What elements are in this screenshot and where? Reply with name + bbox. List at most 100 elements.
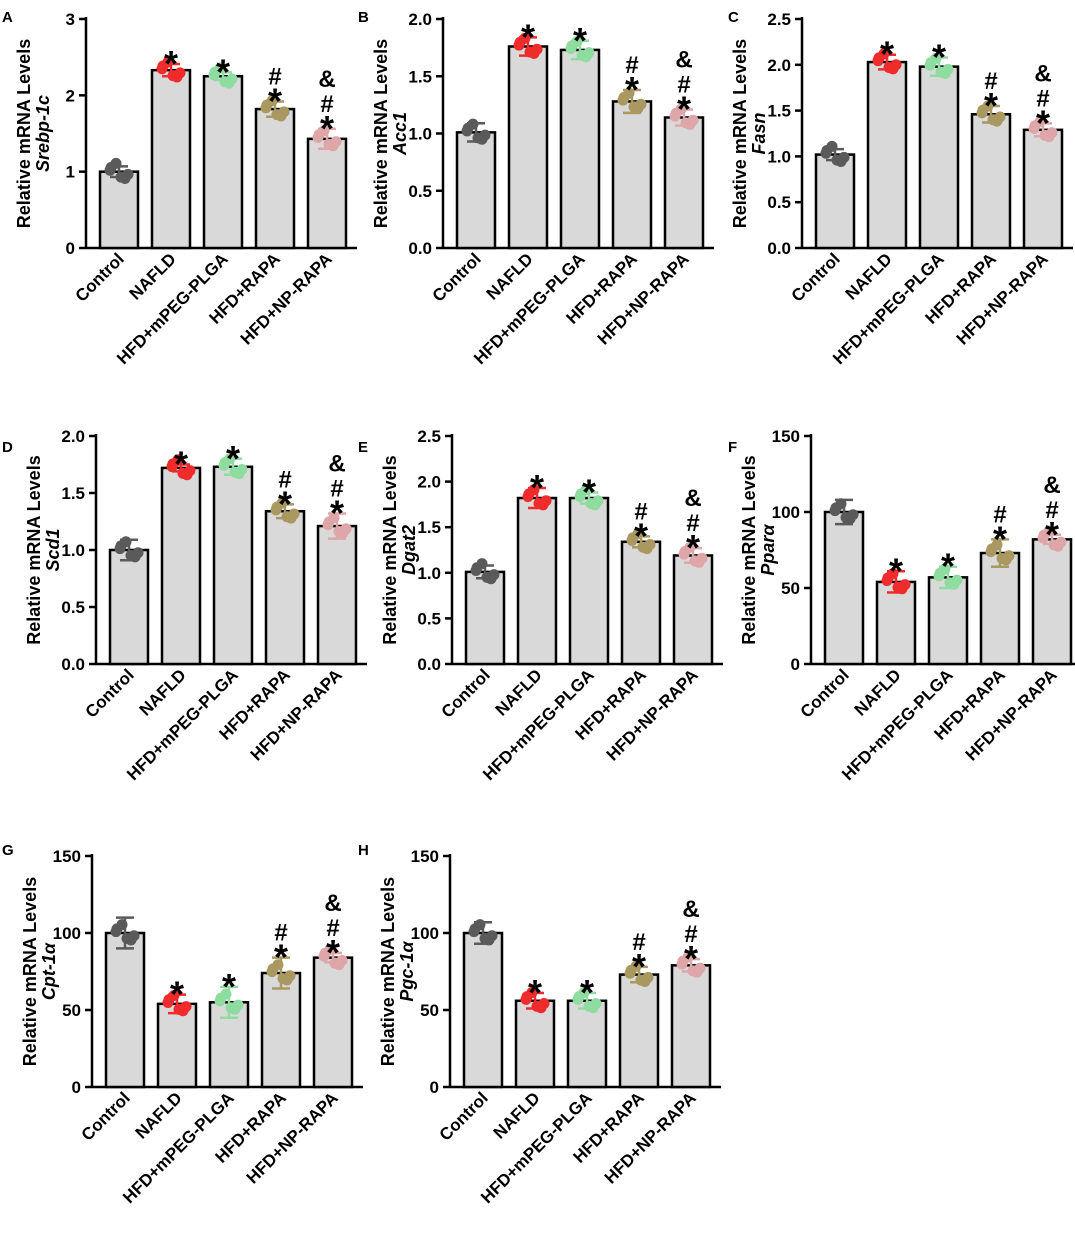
y-tick-label: 150 <box>53 847 81 866</box>
data-point <box>322 519 334 531</box>
y-axis-gene-label: Fasn <box>749 112 769 154</box>
x-category-label: HFD+NP-RAPA <box>247 665 346 764</box>
bar-4 <box>312 956 354 1089</box>
y-axis-label: Relative mRNA Levels <box>14 39 34 228</box>
significance-marker: # <box>625 52 638 79</box>
data-point <box>156 63 168 75</box>
bar-3 <box>970 113 1012 250</box>
significance-marker: # <box>677 71 690 98</box>
y-tick-label: 50 <box>420 1001 439 1020</box>
y-tick-label: 0 <box>430 1078 439 1097</box>
y-tick-label: 0.0 <box>417 655 441 674</box>
significance-marker: * <box>226 438 240 479</box>
y-tick-label: 2.0 <box>408 10 432 29</box>
chart-panel-C: C 0.0 0.5 1.0 1.5 2.0 2.5 Relative mRNA Levels F… <box>728 9 1073 368</box>
significance-marker: & <box>1043 472 1060 499</box>
significance-marker: * <box>580 972 594 1013</box>
significance-marker: * <box>1045 514 1059 555</box>
bar-0 <box>98 170 140 250</box>
significance-marker: # <box>330 476 343 503</box>
y-tick-label: 0.5 <box>417 609 441 628</box>
x-category-label: HFD+NP-RAPA <box>603 665 702 764</box>
data-point <box>829 505 841 517</box>
significance-marker: * <box>164 43 178 84</box>
y-axis-gene-label: Cpt-1α <box>39 942 59 1000</box>
significance-marker: * <box>684 938 698 979</box>
y-axis-label: Relative mRNA Levels <box>371 39 391 228</box>
data-point <box>881 575 893 587</box>
significance-marker: * <box>993 518 1007 559</box>
chart-panel-A: A 0 1 2 3 Relative mRNA Levels Srebp-1c Control… <box>2 9 357 368</box>
significance-marker: * <box>573 20 587 61</box>
panel-label: E <box>358 439 368 456</box>
significance-marker: # <box>984 68 997 95</box>
y-tick-label: 50 <box>781 579 800 598</box>
bar-0 <box>455 131 497 250</box>
bar-3 <box>618 973 660 1089</box>
significance-marker: * <box>889 550 903 591</box>
significance-marker: * <box>582 472 596 513</box>
bar-2 <box>918 65 960 250</box>
bar-0 <box>464 570 506 666</box>
y-axis-gene-label: Scd1 <box>43 528 63 571</box>
y-axis-gene-label: Dgat2 <box>399 525 419 575</box>
data-point <box>565 43 577 55</box>
y-tick-label: 0.5 <box>408 182 432 201</box>
data-point <box>214 995 226 1007</box>
significance-marker: * <box>625 69 639 110</box>
data-point <box>924 59 936 71</box>
y-axis-label: Relative mRNA Levels <box>378 877 398 1066</box>
y-tick-label: 0.5 <box>61 598 85 617</box>
significance-marker: & <box>318 66 335 93</box>
x-category-label: HFD+NP-RAPA <box>601 1088 700 1187</box>
data-point <box>1028 122 1040 134</box>
y-axis-label: Relative mRNA Levels <box>20 877 40 1066</box>
chart-panel-D: D 0.0 0.5 1.0 1.5 2.0 Relative mRNA Levels Scd1… <box>2 427 367 784</box>
data-point <box>110 926 122 938</box>
panel-label: G <box>2 842 14 859</box>
panel-label: A <box>2 9 13 26</box>
significance-marker: * <box>932 36 946 77</box>
data-point <box>461 125 473 137</box>
significance-marker: * <box>521 16 535 57</box>
panel-label: B <box>358 9 369 26</box>
y-tick-label: 150 <box>772 427 800 446</box>
x-category-label: HFD+NP-RAPA <box>594 249 693 348</box>
significance-marker: * <box>880 34 894 75</box>
y-tick-label: 0.0 <box>61 655 85 674</box>
bar-2 <box>559 48 601 250</box>
significance-marker: # <box>632 929 645 956</box>
chart-panel-B: B 0.0 0.5 1.0 1.5 2.0 Relative mRNA Levels Acc1… <box>358 9 714 368</box>
significance-marker: # <box>274 920 287 947</box>
y-tick-label: 1.0 <box>417 564 441 583</box>
chart-panel-G: G 0 50 100 150 Relative mRNA Levels Cpt-1α Cont… <box>2 842 363 1207</box>
x-category-label: HFD+NP-RAPA <box>237 249 336 348</box>
significance-marker: * <box>216 51 230 92</box>
bar-0 <box>108 548 150 666</box>
data-point <box>270 504 282 516</box>
significance-marker: # <box>634 498 647 525</box>
significance-marker: # <box>1045 497 1058 524</box>
significance-marker: * <box>320 108 334 149</box>
data-point <box>933 570 945 582</box>
data-point <box>840 511 852 523</box>
significance-marker: * <box>170 974 184 1015</box>
x-category-label: Control <box>436 1088 492 1144</box>
y-tick-label: 1.5 <box>417 518 441 537</box>
y-axis-label: Relative mRNA Levels <box>730 39 750 228</box>
significance-marker: * <box>274 937 288 978</box>
significance-marker: # <box>278 466 291 493</box>
bar-2 <box>212 465 254 666</box>
y-tick-label: 0 <box>66 239 75 258</box>
data-point <box>572 993 584 1005</box>
x-category-label: Control <box>429 249 485 305</box>
data-point <box>470 565 482 577</box>
data-point <box>162 996 174 1008</box>
bar-4 <box>670 964 712 1089</box>
significance-marker: * <box>677 88 691 129</box>
data-point <box>266 966 278 978</box>
significance-marker: & <box>1034 60 1051 87</box>
data-point <box>820 147 832 159</box>
bar-2 <box>566 999 608 1089</box>
significance-marker: * <box>984 85 998 126</box>
